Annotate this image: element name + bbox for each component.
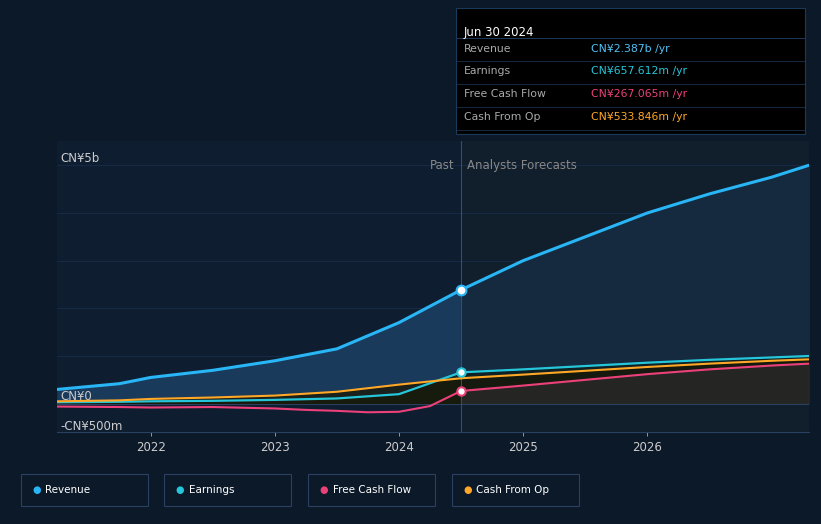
Text: CN¥5b: CN¥5b [60,152,99,165]
Text: Free Cash Flow: Free Cash Flow [464,90,546,100]
Text: ●: ● [32,485,40,495]
Text: ●: ● [319,485,328,495]
Text: Revenue: Revenue [464,43,511,53]
Text: Earnings: Earnings [189,485,234,495]
Text: CN¥267.065m /yr: CN¥267.065m /yr [591,90,687,100]
Text: ●: ● [463,485,471,495]
Text: Cash From Op: Cash From Op [464,112,540,122]
Text: CN¥2.387b /yr: CN¥2.387b /yr [591,43,670,53]
Text: CN¥0: CN¥0 [60,390,92,403]
Text: Jun 30 2024: Jun 30 2024 [464,26,534,39]
Text: Cash From Op: Cash From Op [476,485,549,495]
Text: -CN¥500m: -CN¥500m [60,420,122,433]
Text: Analysts Forecasts: Analysts Forecasts [467,159,577,172]
Text: ●: ● [176,485,184,495]
Text: Revenue: Revenue [45,485,90,495]
Text: Past: Past [430,159,455,172]
Text: Free Cash Flow: Free Cash Flow [333,485,410,495]
Bar [461,141,809,432]
Text: CN¥657.612m /yr: CN¥657.612m /yr [591,67,687,77]
Bar [57,141,461,432]
Text: CN¥533.846m /yr: CN¥533.846m /yr [591,112,687,122]
Text: Earnings: Earnings [464,67,511,77]
